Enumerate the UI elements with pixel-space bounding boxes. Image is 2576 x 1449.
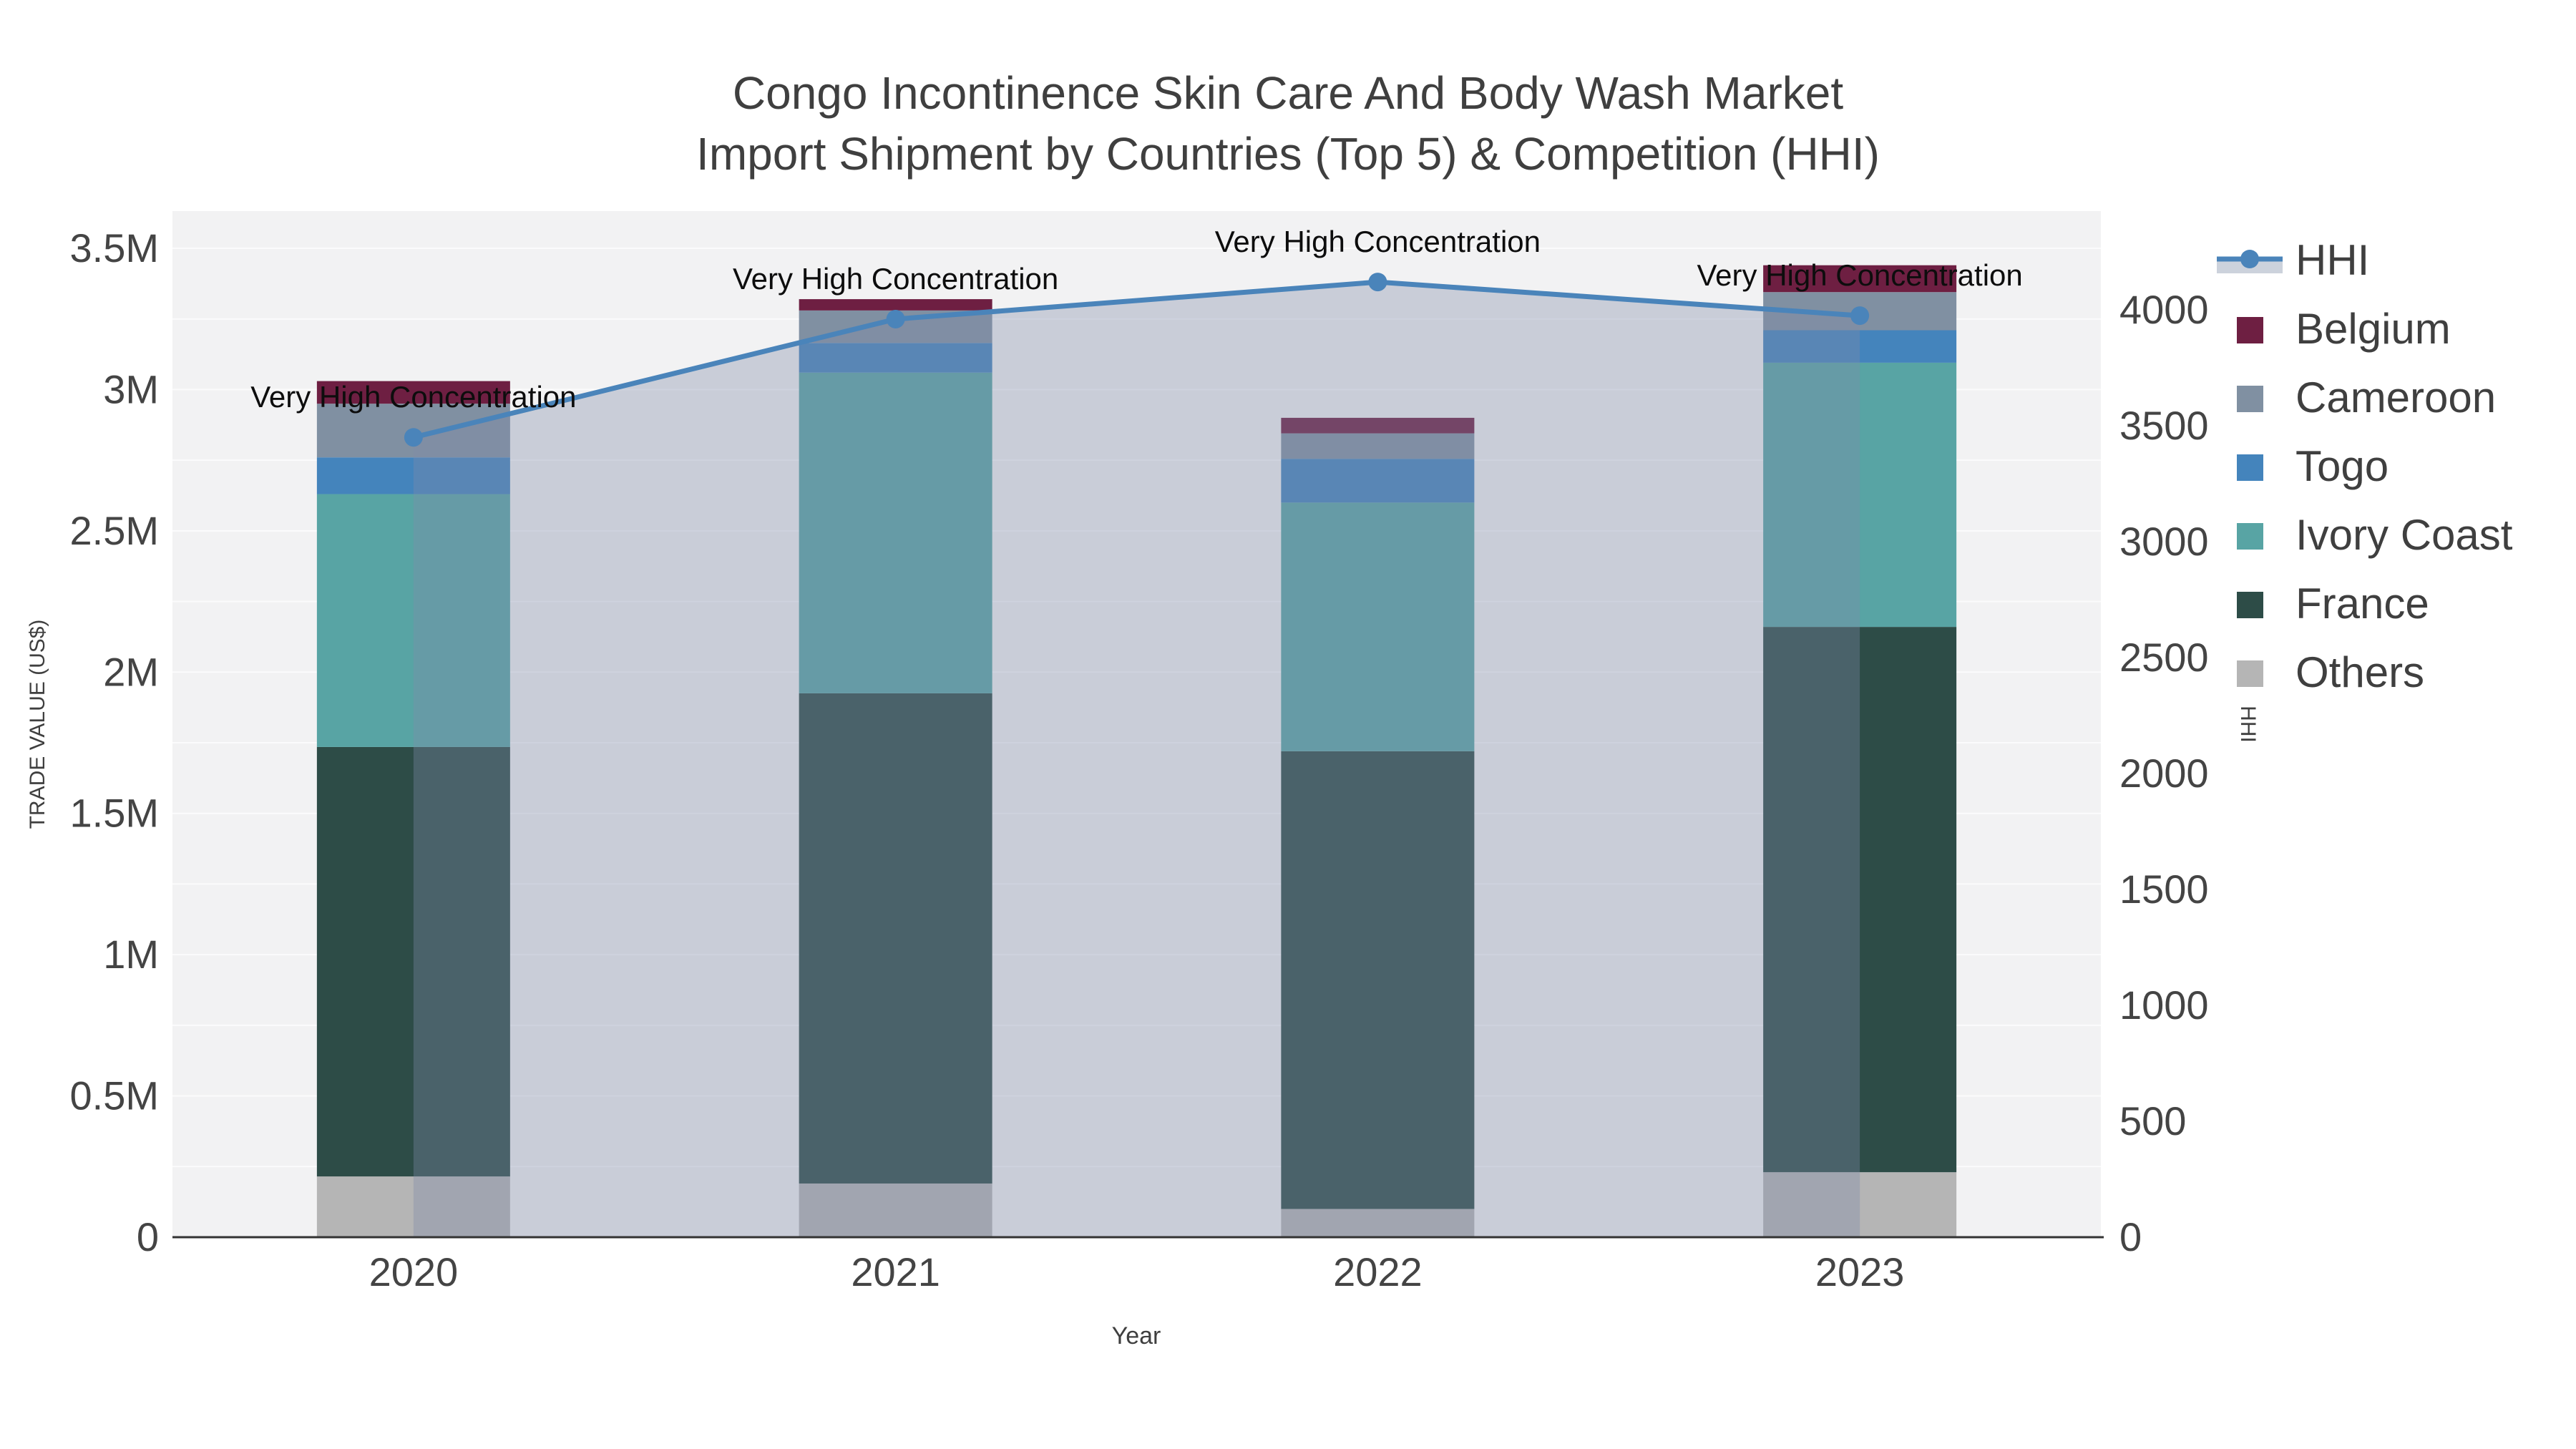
legend-swatch-togo bbox=[2237, 454, 2263, 481]
hhi-marker-2022 bbox=[1368, 273, 1387, 292]
y-right-tick-2000: 2000 bbox=[2119, 751, 2209, 796]
legend-hhi-marker-sample bbox=[2240, 250, 2259, 268]
hhi-area-fill bbox=[413, 282, 1860, 1237]
legend-item-ivory-coast[interactable]: Ivory Coast bbox=[2237, 511, 2513, 559]
x-tick-2023: 2023 bbox=[1815, 1249, 1905, 1294]
annotation-2022: Very High Concentration bbox=[1215, 225, 1541, 258]
legend-item-hhi[interactable]: HHI bbox=[2217, 236, 2369, 284]
y-left-tick-3M: 3M bbox=[103, 366, 159, 411]
bar-segment-ivory-coast-2021 bbox=[799, 372, 992, 693]
y-left-tick-1M: 1M bbox=[103, 932, 159, 977]
y-left-tick-0: 0 bbox=[137, 1214, 159, 1259]
legend-item-belgium[interactable]: Belgium bbox=[2237, 305, 2451, 353]
hhi-line bbox=[413, 279, 1860, 440]
bar-segment-cameroon-2022 bbox=[1281, 433, 1475, 459]
legend: HHI Belgium Cameroon Togo Ivory Coast France O… bbox=[2217, 236, 2513, 696]
legend-label-others: Others bbox=[2296, 648, 2424, 696]
chart-title-line2: Import Shipment by Countries (Top 5) & C… bbox=[696, 128, 1880, 180]
y-right-tick-0: 0 bbox=[2119, 1214, 2142, 1259]
y-left-tick-3.5M: 3.5M bbox=[70, 225, 160, 270]
y-left-tick-1.5M: 1.5M bbox=[70, 791, 160, 836]
hhi-marker-2023 bbox=[1850, 306, 1870, 326]
y-right-tick-4000: 4000 bbox=[2119, 287, 2209, 332]
bar-segment-ivory-coast-2020 bbox=[316, 494, 510, 747]
legend-label-cameroon: Cameroon bbox=[2296, 374, 2496, 421]
legend-item-togo[interactable]: Togo bbox=[2237, 442, 2389, 490]
legend-label-france: France bbox=[2296, 580, 2429, 628]
bar-segment-ivory-coast-2022 bbox=[1281, 502, 1475, 751]
legend-item-france[interactable]: France bbox=[2237, 580, 2429, 628]
bar-segment-belgium-2023 bbox=[1763, 265, 1957, 293]
legend-label-ivory-coast: Ivory Coast bbox=[2296, 511, 2513, 559]
legend-swatch-france bbox=[2237, 592, 2263, 618]
x-tick-2021: 2021 bbox=[851, 1249, 940, 1294]
y-left-tick-0.5M: 0.5M bbox=[70, 1073, 160, 1118]
y-left-tick-2M: 2M bbox=[103, 649, 159, 694]
y-right-tick-2500: 2500 bbox=[2119, 635, 2209, 680]
y-right-tick-3500: 3500 bbox=[2119, 403, 2209, 448]
bar-segment-others-2023 bbox=[1763, 1172, 1957, 1237]
y-axis-left-title: TRADE VALUE (US$) bbox=[26, 620, 49, 829]
x-tick-2020: 2020 bbox=[369, 1249, 459, 1294]
x-tick-2022: 2022 bbox=[1333, 1249, 1423, 1294]
y-right-tick-1000: 1000 bbox=[2119, 982, 2209, 1028]
bar-segment-belgium-2020 bbox=[316, 381, 510, 404]
y-axis-right-title: HHI bbox=[2236, 706, 2260, 743]
hhi-marker-2020 bbox=[404, 428, 423, 447]
annotation-2023: Very High Concentration bbox=[1697, 258, 2022, 292]
bar-segment-others-2021 bbox=[799, 1183, 992, 1237]
annotation-2020: Very High Concentration bbox=[250, 380, 576, 414]
legend-item-others[interactable]: Others bbox=[2237, 648, 2424, 696]
hhi-marker-2021 bbox=[886, 309, 905, 328]
bar-segment-others-2020 bbox=[316, 1176, 510, 1237]
plot-area: 0 0.5M 1M 1.5M 2M 2.5M 3M 3.5M 0 500 1000 1500 2000 2… bbox=[70, 211, 2209, 1294]
bar-segment-france-2020 bbox=[316, 746, 510, 1177]
legend-label-belgium: Belgium bbox=[2296, 305, 2451, 353]
legend-swatch-ivory-coast bbox=[2237, 523, 2263, 550]
legend-label-togo: Togo bbox=[2296, 442, 2389, 490]
bar-segment-belgium-2022 bbox=[1281, 417, 1475, 434]
y-right-tick-1500: 1500 bbox=[2119, 867, 2209, 912]
bar-segment-belgium-2021 bbox=[799, 299, 992, 311]
bar-segment-togo-2023 bbox=[1763, 330, 1957, 363]
bar-segment-togo-2020 bbox=[316, 457, 510, 494]
legend-swatch-others bbox=[2237, 660, 2263, 687]
bar-segment-france-2021 bbox=[799, 693, 992, 1184]
legend-item-cameroon[interactable]: Cameroon bbox=[2237, 374, 2496, 421]
bar-segment-ivory-coast-2023 bbox=[1763, 362, 1957, 628]
bar-segment-togo-2022 bbox=[1281, 459, 1475, 503]
legend-swatch-belgium bbox=[2237, 317, 2263, 343]
bar-segment-france-2022 bbox=[1281, 751, 1475, 1209]
y-right-tick-500: 500 bbox=[2119, 1098, 2186, 1143]
y-right-tick-3000: 3000 bbox=[2119, 519, 2209, 564]
bar-segment-france-2023 bbox=[1763, 627, 1957, 1173]
bar-segment-others-2022 bbox=[1281, 1209, 1475, 1237]
legend-label-hhi: HHI bbox=[2296, 236, 2369, 284]
bar-segment-togo-2021 bbox=[799, 343, 992, 373]
chart-title-line1: Congo Incontinence Skin Care And Body Wa… bbox=[733, 67, 1843, 119]
annotation-2021: Very High Concentration bbox=[733, 262, 1058, 296]
y-left-tick-2.5M: 2.5M bbox=[70, 508, 160, 553]
x-axis-title: Year bbox=[1112, 1322, 1161, 1350]
legend-swatch-cameroon bbox=[2237, 386, 2263, 412]
